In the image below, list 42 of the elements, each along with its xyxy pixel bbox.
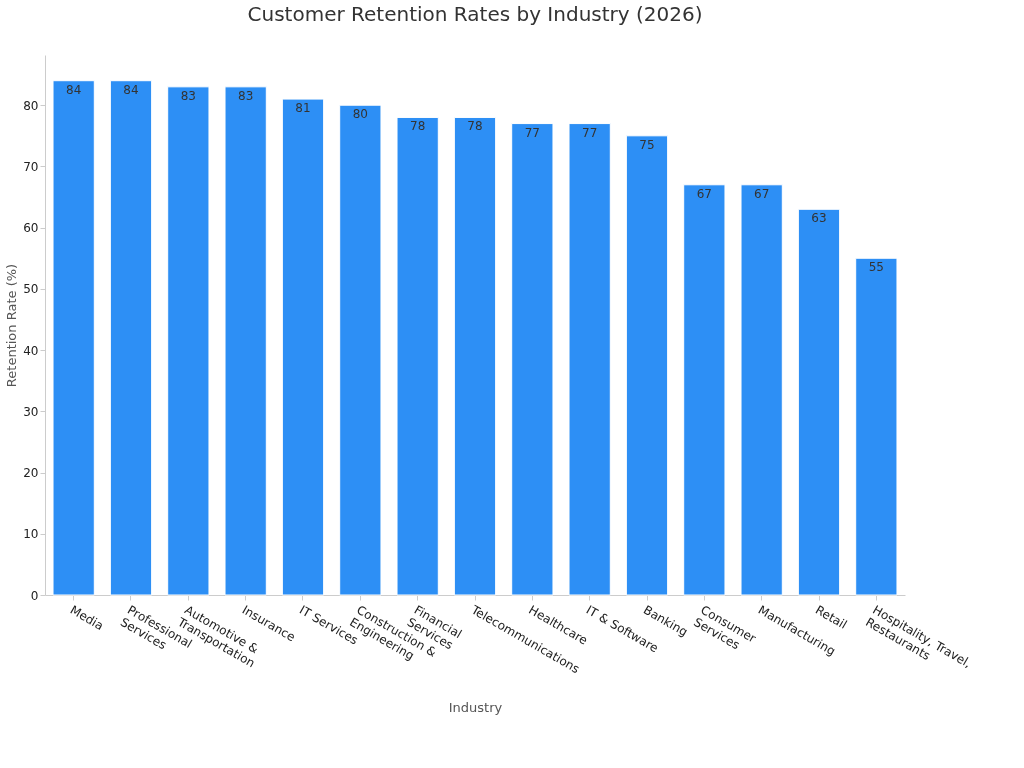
bar — [281, 98, 325, 596]
bar — [511, 123, 554, 596]
y-tick-label: 80 — [23, 98, 39, 113]
y-tick-label: 0 — [30, 588, 39, 603]
data-label: 55 — [868, 260, 884, 275]
data-label: 84 — [123, 82, 139, 97]
y-tick-label: 20 — [23, 466, 39, 481]
bar — [224, 86, 267, 596]
y-axis-title: Retention Rate (%) — [4, 263, 20, 388]
chart-title: Customer Retention Rates by Industry (2026) — [247, 2, 703, 26]
data-label: 63 — [811, 211, 827, 226]
bar — [855, 257, 898, 596]
bar — [109, 80, 153, 596]
bar — [52, 80, 95, 596]
bar — [740, 184, 783, 596]
data-label: 77 — [524, 125, 540, 140]
bar — [339, 104, 382, 596]
bar — [167, 86, 210, 596]
y-tick-label: 50 — [23, 282, 39, 297]
bar — [625, 135, 669, 596]
bar — [568, 123, 611, 596]
bar — [797, 208, 841, 596]
y-tick-label: 60 — [23, 221, 39, 236]
data-label: 84 — [66, 82, 82, 97]
data-label: 78 — [467, 119, 483, 134]
y-tick-label: 40 — [23, 343, 39, 358]
bar — [453, 116, 497, 596]
data-label: 67 — [696, 186, 712, 201]
data-label: 75 — [639, 137, 655, 152]
data-label: 83 — [180, 88, 196, 103]
data-label: 83 — [238, 88, 254, 103]
data-label: 77 — [582, 125, 598, 140]
y-tick-label: 30 — [23, 404, 39, 419]
y-tick-label: 10 — [23, 527, 39, 542]
bar — [683, 184, 726, 596]
bar — [396, 116, 439, 596]
data-label: 81 — [295, 101, 311, 116]
data-label: 78 — [410, 119, 426, 134]
y-tick-label: 70 — [23, 159, 39, 174]
data-label: 67 — [754, 186, 770, 201]
data-label: 80 — [352, 107, 368, 122]
x-axis-title: Industry — [448, 699, 503, 715]
